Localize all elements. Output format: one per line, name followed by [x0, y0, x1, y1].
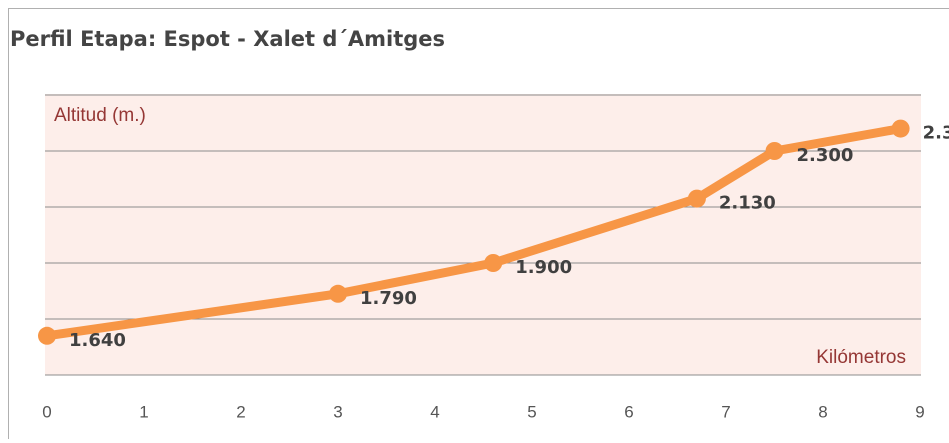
x-tick-label: 1: [139, 402, 148, 421]
x-tick-label: 6: [624, 402, 633, 421]
data-label: 2.300: [797, 145, 854, 166]
point: [329, 285, 347, 303]
point: [688, 190, 706, 208]
point: [484, 254, 502, 272]
x-tick-label: 2: [236, 402, 245, 421]
data-label: 1.640: [69, 330, 126, 351]
y-axis-label: Altitud (m.): [54, 105, 146, 126]
x-tick-label: 8: [818, 402, 827, 421]
data-label: 1.900: [515, 257, 572, 278]
data-label: 2.130: [719, 193, 776, 214]
x-tick-label: 4: [430, 402, 439, 421]
x-tick-label: 0: [42, 402, 51, 421]
x-tick-label: 3: [333, 402, 342, 421]
point: [766, 142, 784, 160]
data-label: 1.790: [360, 288, 417, 309]
x-axis-label: Kilómetros: [816, 347, 906, 368]
point: [38, 327, 56, 345]
x-tick-label: 7: [721, 402, 730, 421]
x-tick-label: 5: [527, 402, 536, 421]
x-tick-label: 9: [915, 402, 924, 421]
data-label: 2.380: [923, 123, 949, 144]
chart-title: Perfil Etapa: Espot - Xalet d´Amitges: [10, 27, 445, 51]
plot-area: [45, 94, 921, 375]
point: [892, 120, 910, 138]
